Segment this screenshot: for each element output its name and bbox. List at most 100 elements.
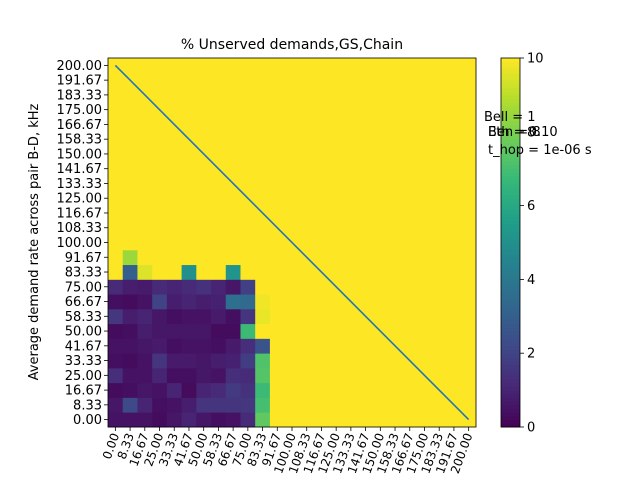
heatmap-cell xyxy=(446,131,462,147)
heatmap-cell xyxy=(417,72,433,88)
heatmap-cell xyxy=(328,397,344,413)
y-tick-label: 175.00 xyxy=(57,103,103,118)
colorbar-segment xyxy=(501,286,520,291)
y-tick-label: 8.33 xyxy=(73,398,102,413)
colorbar-segment xyxy=(501,109,520,114)
heatmap-cell xyxy=(240,397,256,413)
heatmap-cell xyxy=(240,249,256,266)
heatmap-cell xyxy=(152,220,168,236)
heatmap-cell xyxy=(402,249,418,266)
heatmap-cell xyxy=(431,146,447,162)
y-tick-label: 200.00 xyxy=(57,59,103,74)
heatmap-cell xyxy=(431,323,447,339)
colorbar-segment xyxy=(501,419,520,424)
heatmap-cell xyxy=(417,338,433,354)
y-axis-label: Average demand rate across pair B-D, kHz xyxy=(27,103,42,380)
heatmap-cell xyxy=(402,323,418,339)
heatmap-cell xyxy=(314,235,330,251)
heatmap-cell xyxy=(328,205,344,221)
heatmap-cell xyxy=(196,205,212,221)
heatmap-cell xyxy=(196,117,212,133)
heatmap-cell xyxy=(181,235,197,251)
heatmap-cell xyxy=(461,146,477,162)
heatmap-cell xyxy=(284,190,300,206)
heatmap-cell xyxy=(269,308,286,325)
colorbar-segment xyxy=(501,338,520,343)
heatmap-cell xyxy=(166,382,182,398)
heatmap-cell xyxy=(343,264,359,280)
heatmap-cell xyxy=(343,279,359,295)
heatmap-cell xyxy=(372,131,389,147)
heatmap-cell xyxy=(225,382,241,398)
heatmap-cell xyxy=(255,176,271,192)
heatmap-cell xyxy=(255,220,271,236)
colorbar-segment xyxy=(501,327,520,332)
heatmap-cell xyxy=(299,323,315,339)
heatmap-cell xyxy=(166,264,182,280)
heatmap-cell xyxy=(358,397,374,413)
heatmap-cell xyxy=(211,264,227,280)
heatmap-cell xyxy=(137,220,153,236)
heatmap-cell xyxy=(211,397,227,413)
heatmap-cell xyxy=(402,308,418,325)
heatmap-cell xyxy=(181,72,197,88)
heatmap-cell xyxy=(314,146,330,162)
heatmap-cell xyxy=(343,367,359,384)
heatmap-cell xyxy=(299,72,315,88)
heatmap-cell xyxy=(269,294,286,310)
heatmap-cell xyxy=(108,382,124,398)
colorbar-segment xyxy=(501,157,520,162)
y-tick-label: 116.67 xyxy=(57,206,103,221)
colorbar-tick-label: 2 xyxy=(527,347,535,362)
heatmap-cell xyxy=(152,323,168,339)
colorbar-segment xyxy=(501,297,520,303)
heatmap-cell xyxy=(255,235,271,251)
heatmap-cell xyxy=(211,367,227,384)
heatmap-cell xyxy=(152,117,168,133)
heatmap-cell xyxy=(122,190,138,206)
heatmap-cell xyxy=(372,249,389,266)
chart-title: % Unserved demands,GS,Chain xyxy=(181,37,403,53)
heatmap-cell xyxy=(402,367,418,384)
heatmap-cell xyxy=(196,235,212,251)
heatmap-cell xyxy=(211,205,227,221)
heatmap-cell xyxy=(314,220,330,236)
heatmap-cell xyxy=(431,235,447,251)
heatmap-cell xyxy=(240,264,256,280)
heatmap-cell xyxy=(122,308,138,325)
heatmap-cell xyxy=(284,87,300,103)
heatmap-cell xyxy=(461,87,477,103)
heatmap-cell xyxy=(461,249,477,266)
heatmap-cell xyxy=(328,190,344,206)
heatmap-cell xyxy=(402,190,418,206)
colorbar-segment xyxy=(501,176,520,181)
heatmap-cell xyxy=(166,72,182,88)
heatmap-cell xyxy=(358,58,374,74)
heatmap-cell xyxy=(122,249,138,266)
heatmap-cell xyxy=(240,161,256,177)
heatmap-cell xyxy=(402,72,418,88)
heatmap-cell xyxy=(387,131,403,147)
heatmap-cell xyxy=(328,382,344,398)
heatmap-cell xyxy=(152,146,168,162)
colorbar-segment xyxy=(501,404,520,410)
colorbar-segment xyxy=(501,290,520,295)
colorbar-segment xyxy=(501,349,520,354)
heatmap-cell xyxy=(137,308,153,325)
heatmap-cell xyxy=(152,338,168,354)
heatmap-cell xyxy=(358,102,374,118)
colorbar-segment xyxy=(501,69,520,74)
heatmap-cell xyxy=(299,131,315,147)
heatmap-cell xyxy=(269,176,286,192)
colorbar-segment xyxy=(501,80,520,85)
heatmap-cell xyxy=(372,176,389,192)
heatmap-cell xyxy=(255,72,271,88)
heatmap-cell xyxy=(446,190,462,206)
heatmap-cell xyxy=(196,72,212,88)
colorbar-segment xyxy=(501,342,520,347)
heatmap-cell xyxy=(387,264,403,280)
heatmap-cell xyxy=(314,161,330,177)
heatmap-cell xyxy=(181,117,197,133)
heatmap-cell xyxy=(299,367,315,384)
heatmap-cell xyxy=(358,131,374,147)
